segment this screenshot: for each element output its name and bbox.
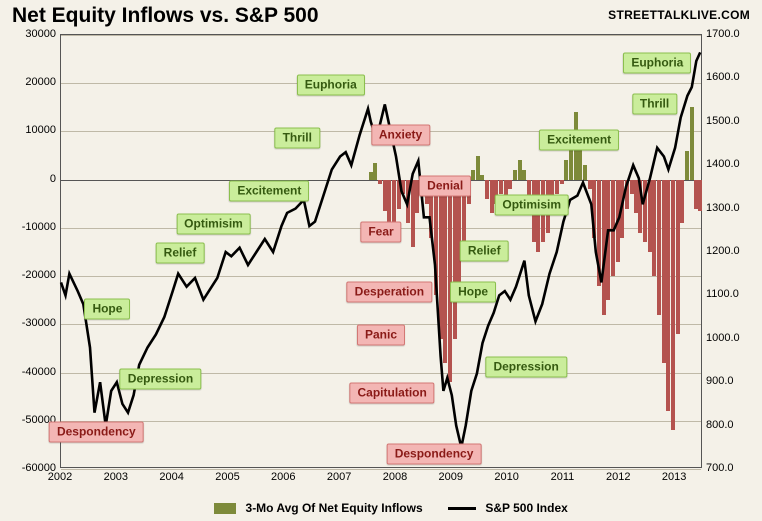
y-right-tick: 1100.0 — [706, 288, 756, 300]
annotation-relief: Relief — [156, 243, 205, 264]
annotation-despondency: Despondency — [387, 443, 482, 464]
annotation-thrill: Thrill — [275, 127, 320, 148]
x-tick: 2012 — [606, 471, 630, 483]
annotation-optimisim: Optimisim — [176, 214, 251, 235]
legend: 3-Mo Avg Of Net Equity Inflows S&P 500 I… — [0, 500, 762, 515]
x-tick: 2005 — [215, 471, 239, 483]
x-tick: 2013 — [662, 471, 686, 483]
chart-container: Net Equity Inflows vs. S&P 500 STREETTAL… — [0, 0, 762, 521]
annotation-hope: Hope — [450, 281, 496, 302]
annotation-optimisim: Optimisim — [494, 195, 569, 216]
annotation-anxiety: Anxiety — [371, 125, 430, 146]
y-right-tick: 1200.0 — [706, 245, 756, 257]
legend-line-swatch — [448, 507, 476, 510]
x-tick: 2004 — [159, 471, 183, 483]
annotation-fear: Fear — [360, 221, 401, 242]
annotation-denial: Denial — [419, 175, 471, 196]
annotation-depression: Depression — [120, 368, 201, 389]
x-tick: 2003 — [104, 471, 128, 483]
y-right-tick: 1000.0 — [706, 332, 756, 344]
chart-title: Net Equity Inflows vs. S&P 500 — [12, 4, 319, 28]
annotation-panic: Panic — [357, 325, 405, 346]
annotation-thrill: Thrill — [632, 93, 677, 114]
y-right-tick: 1500.0 — [706, 115, 756, 127]
annotation-excitement: Excitement — [229, 180, 309, 201]
legend-line-label: S&P 500 Index — [485, 501, 568, 515]
y-left-tick: -10000 — [8, 221, 56, 233]
x-tick: 2010 — [494, 471, 518, 483]
annotation-hope: Hope — [84, 298, 130, 319]
x-tick: 2007 — [327, 471, 351, 483]
y-right-tick: 900.0 — [706, 375, 756, 387]
y-left-tick: 20000 — [8, 76, 56, 88]
y-left-tick: 0 — [8, 173, 56, 185]
y-left-tick: -40000 — [8, 366, 56, 378]
y-left-tick: 30000 — [8, 28, 56, 40]
y-left-tick: 10000 — [8, 124, 56, 136]
y-right-tick: 800.0 — [706, 419, 756, 431]
x-tick: 2011 — [551, 471, 575, 483]
y-left-tick: -30000 — [8, 317, 56, 329]
y-right-tick: 1700.0 — [706, 28, 756, 40]
x-tick: 2002 — [48, 471, 72, 483]
y-left-tick: -20000 — [8, 269, 56, 281]
annotation-depression: Depression — [485, 356, 566, 377]
annotation-euphoria: Euphoria — [297, 74, 365, 95]
annotation-relief: Relief — [460, 241, 509, 262]
y-right-tick: 700.0 — [706, 462, 756, 474]
legend-bar-label: 3-Mo Avg Of Net Equity Inflows — [246, 501, 423, 515]
y-right-tick: 1300.0 — [706, 202, 756, 214]
x-tick: 2008 — [383, 471, 407, 483]
annotation-desperation: Desperation — [347, 281, 432, 302]
legend-bar-swatch — [214, 503, 236, 514]
annotation-excitement: Excitement — [539, 130, 619, 151]
x-tick: 2006 — [271, 471, 295, 483]
x-tick: 2009 — [439, 471, 463, 483]
annotation-euphoria: Euphoria — [623, 52, 691, 73]
annotation-despondency: Despondency — [49, 421, 144, 442]
y-right-tick: 1400.0 — [706, 158, 756, 170]
y-right-tick: 1600.0 — [706, 71, 756, 83]
annotation-capitulation: Capitulation — [349, 383, 434, 404]
attribution: STREETTALKLIVE.COM — [608, 8, 750, 22]
